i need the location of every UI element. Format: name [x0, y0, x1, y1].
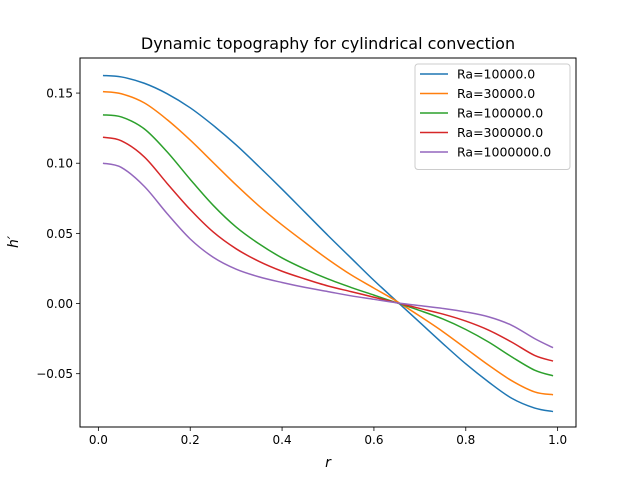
- x-tick-label: 0.4: [273, 433, 292, 447]
- legend: Ra=10000.0 Ra=30000.0 Ra=100000.0 Ra=300000…: [414, 63, 571, 170]
- x-axis-label: r: [325, 455, 332, 471]
- y-tick-label: 0.15: [46, 87, 73, 101]
- y-tick-label: 0.05: [46, 227, 73, 241]
- series-line-5: [102, 162, 554, 349]
- legend-label: Ra=30000.0: [457, 86, 535, 101]
- x-tick-label: 0.8: [456, 433, 475, 447]
- plot-frame: [79, 57, 577, 428]
- plot-lines: [102, 74, 554, 413]
- y-tick-label: 0.10: [46, 157, 73, 171]
- x-tick-label: 0.6: [364, 433, 383, 447]
- series-line-1: [102, 74, 554, 413]
- x-tick-label: 1.0: [548, 433, 567, 447]
- x-axis: 0.0 0.2 0.4 0.6 0.8 1.0: [89, 427, 567, 447]
- chart-title: Dynamic topography for cylindrical conve…: [141, 34, 515, 53]
- series-line-4: [102, 136, 554, 362]
- series-line-2: [102, 90, 554, 396]
- y-tick-label: 0.00: [46, 297, 73, 311]
- legend-label: Ra=1000000.0: [457, 145, 551, 160]
- y-axis: −0.05 0.00 0.05 0.10 0.15: [36, 87, 80, 381]
- legend-box: [414, 63, 571, 170]
- series-line-3: [102, 114, 554, 377]
- y-axis-label: h′: [6, 235, 22, 248]
- x-tick-label: 0.0: [89, 433, 108, 447]
- y-tick-label: −0.05: [36, 367, 73, 381]
- x-tick-label: 0.2: [181, 433, 200, 447]
- legend-label: Ra=300000.0: [457, 125, 543, 140]
- legend-label: Ra=10000.0: [457, 67, 535, 82]
- legend-label: Ra=100000.0: [457, 106, 543, 121]
